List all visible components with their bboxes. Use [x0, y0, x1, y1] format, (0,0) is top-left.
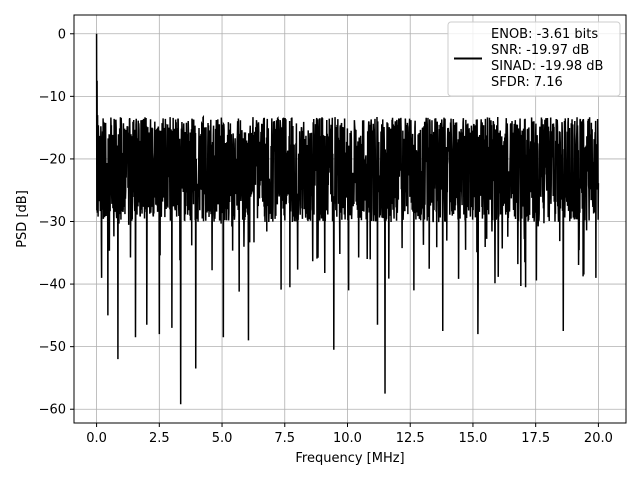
x-tick-label: 0.0 [86, 431, 107, 446]
legend-entry-sfdr: SFDR: 7.16 [491, 75, 563, 90]
legend-entry-enob: ENOB: -3.61 bits [491, 27, 598, 42]
x-tick-label: 15.0 [458, 431, 487, 446]
x-tick-label: 17.5 [521, 431, 550, 446]
y-ticks: 0 −10 −20 −30 −40 −50 −60 [39, 27, 74, 418]
y-tick-label: −60 [39, 403, 66, 418]
legend-entry-sinad: SINAD: -19.98 dB [491, 59, 603, 74]
legend-box [447, 21, 621, 97]
y-tick-label: −50 [39, 340, 66, 355]
legend: ENOB: -3.61 bits SNR: -19.97 dB SINAD: -… [447, 21, 621, 97]
x-tick-label: 2.5 [149, 431, 170, 446]
y-tick-label: −10 [39, 90, 66, 105]
y-tick-label: −40 [39, 278, 66, 293]
x-tick-label: 7.5 [274, 431, 295, 446]
series-layer [95, 33, 600, 405]
y-tick-label: 0 [58, 27, 66, 42]
x-ticks: 0.0 2.5 5.0 7.5 10.0 12.5 15.0 17.5 20.0 [86, 423, 613, 446]
x-tick-label: 5.0 [212, 431, 233, 446]
x-tick-label: 10.0 [333, 431, 362, 446]
y-tick-label: −20 [39, 152, 66, 167]
psd-series-line [95, 33, 600, 405]
y-tick-label: −30 [39, 215, 66, 230]
x-axis-label: Frequency [MHz] [295, 451, 404, 466]
x-tick-label: 12.5 [396, 431, 425, 446]
y-axis-label: PSD [dB] [15, 190, 30, 248]
x-tick-label: 20.0 [584, 431, 613, 446]
legend-entry-snr: SNR: -19.97 dB [491, 43, 589, 58]
plot-frame [73, 14, 627, 424]
